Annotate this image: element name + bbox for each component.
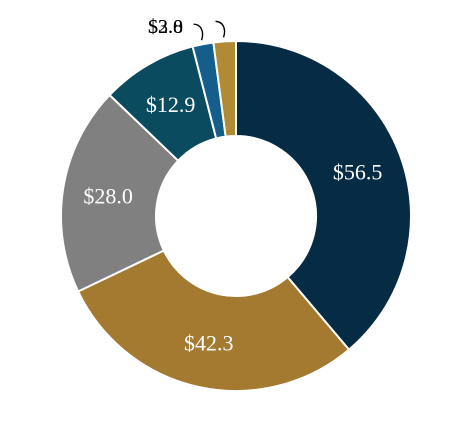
leader-line <box>193 23 204 41</box>
data-labels-layer: $56.5 $42.3 $28.0 $12.9 $2.8$3.0 <box>83 16 382 356</box>
donut-slice <box>212 39 237 138</box>
slice-label: $12.9 <box>146 92 196 117</box>
slices-layer <box>60 39 412 392</box>
slice-label: $42.3 <box>184 331 234 356</box>
slice-label: $3.0 <box>148 16 183 38</box>
slice-label: $28.0 <box>83 184 133 209</box>
donut-slice <box>60 93 180 293</box>
leader-line <box>215 20 226 38</box>
donut-slice <box>235 39 412 352</box>
leader-lines-layer <box>193 20 226 41</box>
donut-slice <box>76 249 351 392</box>
slice-label: $2.8 <box>148 16 183 38</box>
slice-label: $56.5 <box>333 159 383 184</box>
